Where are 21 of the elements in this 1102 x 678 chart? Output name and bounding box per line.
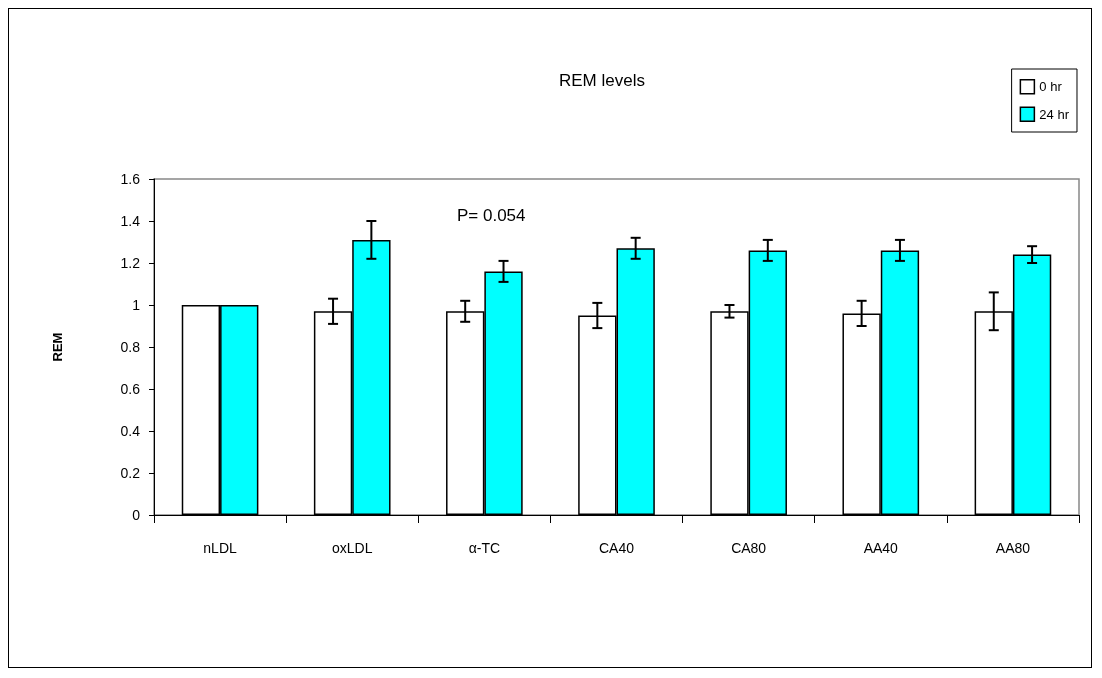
y-tick-label: 1 — [132, 297, 141, 313]
chart-title: REM levels — [559, 71, 645, 90]
y-axis-title: REM — [50, 332, 65, 362]
x-tick-label: AA80 — [995, 540, 1031, 556]
x-tick-label: CA80 — [731, 540, 767, 556]
y-tick-label: 0.8 — [120, 339, 141, 355]
legend-label: 0 hr — [1039, 79, 1063, 95]
annotation: P= 0.054 — [457, 206, 526, 225]
y-tick-label: 1.6 — [120, 171, 141, 187]
x-tick-label: CA40 — [598, 540, 635, 556]
y-tick-label: 1.2 — [120, 255, 141, 271]
x-tick-label: AA40 — [863, 540, 899, 556]
y-tick-label: 0.2 — [120, 465, 141, 481]
y-tick-label: 0.6 — [120, 381, 141, 397]
x-tick-label: oxLDL — [331, 540, 373, 556]
y-tick-label: 0.4 — [120, 423, 141, 439]
x-tick-label: nLDL — [203, 540, 238, 556]
legend-label: 24 hr — [1039, 106, 1070, 122]
y-tick-label: 1.4 — [120, 213, 141, 229]
y-tick-label: 0 — [132, 507, 141, 523]
x-tick-label: α-TC — [468, 540, 501, 556]
